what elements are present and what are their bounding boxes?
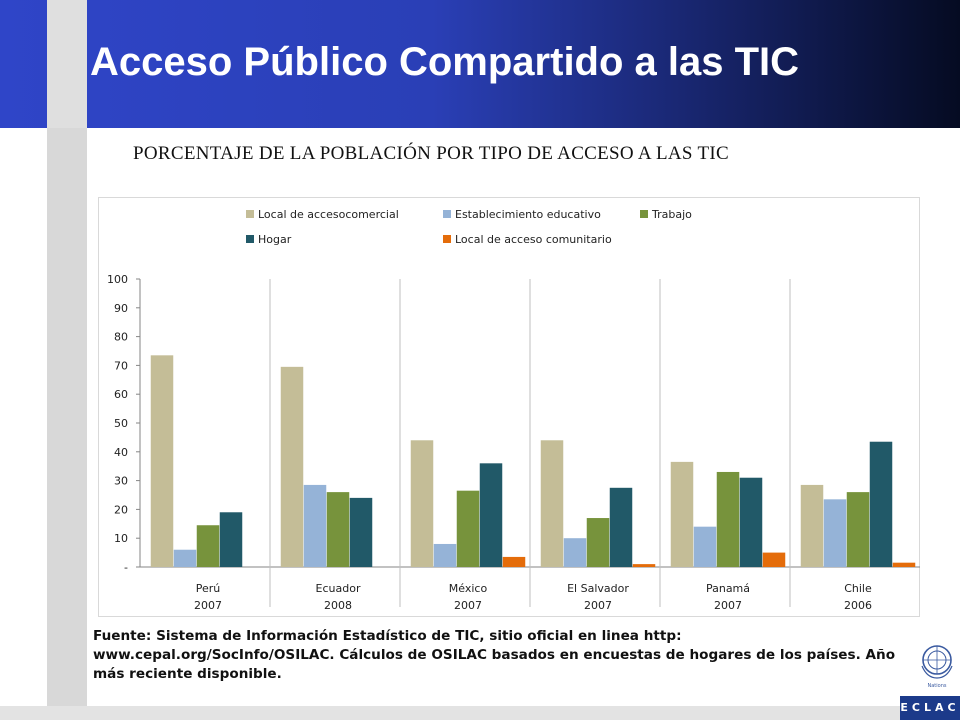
bar xyxy=(410,440,434,567)
chart-title: PORCENTAJE DE LA POBLACIÓN POR TIPO DE A… xyxy=(133,143,729,164)
y-tick-label: 80 xyxy=(114,331,128,344)
header-band xyxy=(0,0,960,128)
legend-label: Local de accesocomercial xyxy=(258,208,399,221)
legend-swatch xyxy=(246,235,254,243)
x-tick-label: Ecuador xyxy=(316,582,361,595)
x-tick-label: Chile xyxy=(844,582,872,595)
y-tick-label: 50 xyxy=(114,417,128,430)
y-tick-label: 70 xyxy=(114,359,128,372)
bar xyxy=(632,564,656,567)
bar xyxy=(586,518,610,567)
bar xyxy=(219,512,243,567)
y-tick-label: 10 xyxy=(114,532,128,545)
y-tick-label: 60 xyxy=(114,388,128,401)
y-tick-label: - xyxy=(124,561,128,574)
x-tick-label: México xyxy=(449,582,488,595)
bar xyxy=(540,440,564,567)
x-tick-label: Perú xyxy=(196,582,221,595)
y-tick-label: 90 xyxy=(114,302,128,315)
bar xyxy=(869,441,893,567)
bar xyxy=(762,552,786,567)
bar xyxy=(280,366,304,567)
bar xyxy=(739,477,763,567)
x-tick-year: 2006 xyxy=(844,599,872,612)
bar xyxy=(303,484,327,567)
un-emblem-icon: Nations xyxy=(921,645,953,689)
bar xyxy=(609,487,633,567)
bar xyxy=(349,497,373,567)
legend-label: Hogar xyxy=(258,233,292,246)
source-note: Fuente: Sistema de Información Estadísti… xyxy=(93,628,896,682)
eclac-logo: ECLAC xyxy=(900,696,960,720)
side-strip-top xyxy=(47,0,87,128)
x-tick-year: 2007 xyxy=(584,599,612,612)
bar xyxy=(716,471,740,567)
x-tick-year: 2007 xyxy=(454,599,482,612)
legend-label: Establecimiento educativo xyxy=(455,208,601,221)
x-tick-label: Panamá xyxy=(706,582,750,595)
slide-title: Acceso Público Compartido a las TIC xyxy=(90,40,800,84)
chart-area: Local de accesocomercial Establecimiento … xyxy=(98,197,920,617)
legend-label: Trabajo xyxy=(651,208,692,221)
legend-swatch xyxy=(443,210,451,218)
un-logo-caption: Nations xyxy=(928,683,947,689)
y-tick-label: 20 xyxy=(114,503,128,516)
x-tick-year: 2007 xyxy=(194,599,222,612)
y-tick-label: 100 xyxy=(107,273,128,286)
bar xyxy=(823,499,847,567)
bar xyxy=(693,526,717,567)
chart-frame-border xyxy=(98,197,920,617)
bar-chart: Local de accesocomercial Establecimiento … xyxy=(98,197,920,617)
y-tick-label: 30 xyxy=(114,475,128,488)
y-tick-label: 40 xyxy=(114,446,128,459)
bar xyxy=(433,543,457,567)
bar xyxy=(670,461,694,567)
bar xyxy=(479,463,503,567)
legend-swatch xyxy=(640,210,648,218)
bar xyxy=(563,538,587,567)
bar xyxy=(326,492,350,567)
bar xyxy=(456,490,480,567)
side-strip xyxy=(47,0,87,720)
un-logo: Nations xyxy=(917,640,957,720)
bar xyxy=(800,484,824,567)
bar xyxy=(196,525,220,567)
x-tick-year: 2007 xyxy=(714,599,742,612)
legend-swatch xyxy=(246,210,254,218)
x-tick-label: El Salvador xyxy=(567,582,629,595)
bar xyxy=(150,355,174,567)
legend-label: Local de acceso comunitario xyxy=(455,233,612,246)
bar xyxy=(173,549,197,567)
x-tick-year: 2008 xyxy=(324,599,352,612)
bar xyxy=(502,556,526,567)
bar xyxy=(892,562,916,567)
bar xyxy=(846,492,870,567)
legend-swatch xyxy=(443,235,451,243)
bottom-strip xyxy=(0,706,960,720)
